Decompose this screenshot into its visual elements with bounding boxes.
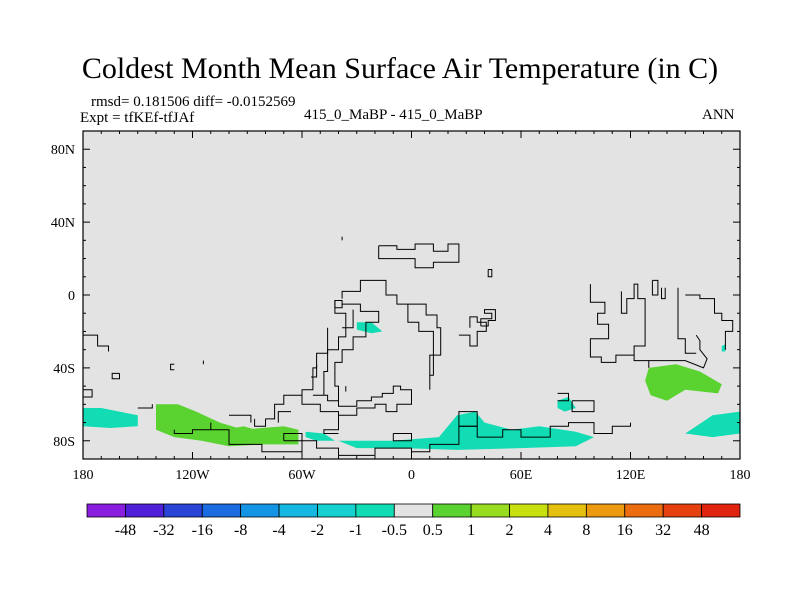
season-label: ANN <box>702 107 735 123</box>
coastline-33 <box>83 389 93 398</box>
coastline-21 <box>265 385 412 420</box>
anomaly-layer <box>83 322 740 450</box>
colorbar-swatch-14 <box>624 503 664 518</box>
coastline-10 <box>589 284 708 369</box>
coastline-18 <box>111 372 120 380</box>
coastline-8 <box>458 316 487 347</box>
colorbar-label-6: -1 <box>349 522 362 539</box>
coastline-39 <box>311 364 318 378</box>
x-tick-label-1: 120W <box>175 468 210 483</box>
colorbar-swatch-6 <box>317 503 357 518</box>
x-tick-label-5: 120E <box>616 468 646 483</box>
coastline-31 <box>557 392 569 402</box>
coastline-29 <box>392 433 412 442</box>
coastline-15 <box>685 294 734 350</box>
x-tick-label-3: 0 <box>408 468 415 483</box>
colorbar-swatch-13 <box>585 503 626 518</box>
colorbar-swatch-4 <box>240 503 280 518</box>
coastline-9 <box>480 309 496 327</box>
anomaly-region-8 <box>356 322 383 334</box>
anomaly-region-10 <box>721 344 726 352</box>
colorbar-label-7: -0.5 <box>382 522 407 539</box>
x-tick-label-4: 60E <box>510 468 533 483</box>
coastline-1 <box>378 243 460 269</box>
colorbar-swatch-9 <box>432 503 472 518</box>
colorbar-swatch-5 <box>278 503 318 518</box>
coastline-38 <box>277 411 291 423</box>
x-axis: 180 120W 60W 0 60E 120E 180 <box>73 131 751 483</box>
coastline-3 <box>301 327 329 405</box>
coastline-24 <box>210 422 631 456</box>
colorbar: -48 -32 -16 -8 -4 -2 -1 -0.5 0.5 1 2 4 8 16 32 48 <box>86 503 741 539</box>
coastline-25 <box>458 411 478 427</box>
colorbar-label-14: 32 <box>655 522 671 539</box>
y-tick-label-4: 80S <box>53 435 75 450</box>
coastline-11 <box>620 283 646 356</box>
colorbar-swatch-2 <box>163 503 203 518</box>
colorbar-label-8: 0.5 <box>423 522 443 539</box>
coastline-5 <box>342 309 354 329</box>
colorbar-swatch-15 <box>662 503 702 518</box>
stats-label: rmsd= 0.181506 diff= -0.0152569 <box>91 94 296 110</box>
coastline-22 <box>254 418 266 427</box>
coastline-27 <box>173 429 211 434</box>
anomaly-region-1 <box>83 408 138 428</box>
colorbar-label-12: 8 <box>582 522 590 539</box>
anomaly-region-9 <box>305 431 335 441</box>
coastline-7 <box>407 303 442 376</box>
coastline-23 <box>229 414 252 423</box>
colorbar-swatch-16 <box>701 503 741 518</box>
y-axis: 80N 40N 0 40S 80S <box>51 143 740 450</box>
chart-title: Coldest Month Mean Surface Air Temperatu… <box>81 52 719 85</box>
x-tick-label-6: 180 <box>730 468 751 483</box>
colorbar-label-13: 16 <box>617 522 633 539</box>
map-panel: 180 120W 60W 0 60E 120E 180 80N 40N 0 40S 80S <box>51 130 751 483</box>
colorbar-label-3: -8 <box>234 522 247 539</box>
coastline-layer <box>83 236 734 456</box>
y-tick-label-3: 40S <box>53 362 75 377</box>
colorbar-label-0: -48 <box>115 522 136 539</box>
coastline-2 <box>323 300 380 401</box>
colorbar-swatch-1 <box>125 503 165 518</box>
colorbar-label-9: 1 <box>467 522 475 539</box>
coastline-28 <box>323 415 339 434</box>
colorbar-label-5: -2 <box>311 522 324 539</box>
coastline-34 <box>137 404 153 409</box>
colorbar-label-4: -4 <box>272 522 285 539</box>
coastline-4 <box>334 300 343 309</box>
anomaly-region-5 <box>645 364 722 401</box>
coastline-13 <box>661 287 666 300</box>
coastline-19 <box>170 363 175 371</box>
coastline-14 <box>677 287 697 354</box>
coastline-30 <box>571 400 595 413</box>
coastline-12 <box>651 279 659 296</box>
experiment-label: Expt = tfKEf-tfJAf <box>80 110 195 126</box>
x-tick-label-0: 180 <box>73 468 94 483</box>
coastline-37 <box>487 269 493 278</box>
colorbar-swatch-0 <box>86 503 126 518</box>
coastline-6 <box>341 279 434 390</box>
x-tick-label-2: 60W <box>288 468 316 483</box>
colorbar-label-15: 48 <box>694 522 710 539</box>
colorbar-swatch-8 <box>393 503 434 518</box>
y-tick-label-2: 0 <box>68 289 75 304</box>
colorbar-swatch-12 <box>547 503 587 518</box>
y-tick-label-0: 80N <box>51 143 75 158</box>
comparison-label: 415_0_MaBP - 415_0_MaBP <box>304 107 483 123</box>
y-tick-label-1: 40N <box>51 216 75 231</box>
colorbar-label-1: -32 <box>153 522 174 539</box>
colorbar-swatch-10 <box>470 503 510 518</box>
anomaly-region-6 <box>685 411 740 438</box>
colorbar-swatch-3 <box>201 503 242 518</box>
colorbar-label-10: 2 <box>506 522 514 539</box>
colorbar-label-11: 4 <box>544 522 552 539</box>
coastline-26 <box>283 433 303 442</box>
colorbar-label-2: -16 <box>192 522 213 539</box>
colorbar-swatch-11 <box>509 503 549 518</box>
colorbar-swatch-7 <box>355 503 395 518</box>
